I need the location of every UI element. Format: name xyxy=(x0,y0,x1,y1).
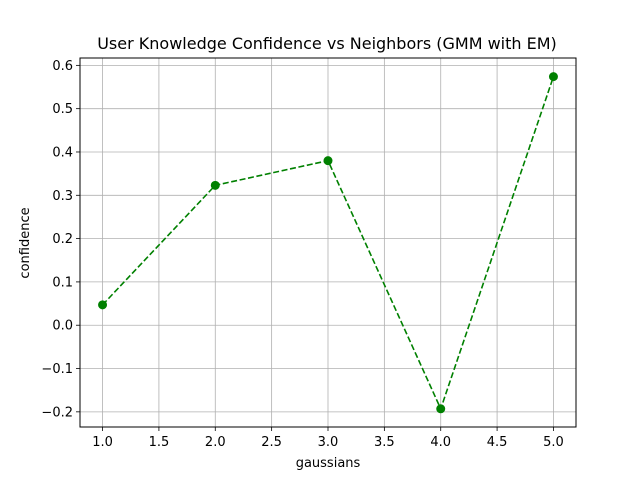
x-tick-label: 1.5 xyxy=(149,435,170,450)
y-tick-label: −0.2 xyxy=(41,405,73,420)
y-axis-label: confidence xyxy=(18,207,33,278)
x-tick-label: 4.0 xyxy=(430,435,451,450)
y-tick-label: 0.1 xyxy=(52,275,73,290)
x-tick-label: 1.0 xyxy=(92,435,113,450)
y-tick-label: 0.2 xyxy=(52,232,73,247)
y-tick-label: 0.5 xyxy=(52,102,73,117)
grid xyxy=(80,58,576,427)
data-point xyxy=(436,404,446,414)
x-tick-label: 3.0 xyxy=(318,435,339,450)
y-tick-label: 0.0 xyxy=(52,319,73,334)
x-tick-label: 4.5 xyxy=(487,435,508,450)
data-point xyxy=(548,72,558,82)
x-tick-label: 5.0 xyxy=(543,435,564,450)
x-tick-label: 2.0 xyxy=(205,435,226,450)
x-axis-ticks: 1.0 1.5 2.0 2.5 3.0 3.5 4.0 4.5 5.0 xyxy=(92,427,564,450)
data-point xyxy=(98,300,108,310)
y-tick-label: 0.6 xyxy=(52,59,73,74)
chart-title: User Knowledge Confidence vs Neighbors (… xyxy=(97,34,557,53)
x-axis-label: gaussians xyxy=(296,456,361,471)
y-tick-label: −0.1 xyxy=(41,362,73,377)
series-layer xyxy=(98,72,558,414)
y-axis-ticks: −0.2 −0.1 0.0 0.1 0.2 0.3 0.4 0.5 0.6 xyxy=(41,59,80,420)
data-point xyxy=(210,180,220,190)
y-tick-label: 0.4 xyxy=(52,145,73,160)
data-point xyxy=(323,156,333,166)
y-tick-label: 0.3 xyxy=(52,189,73,204)
x-tick-label: 2.5 xyxy=(261,435,282,450)
x-tick-label: 3.5 xyxy=(374,435,395,450)
